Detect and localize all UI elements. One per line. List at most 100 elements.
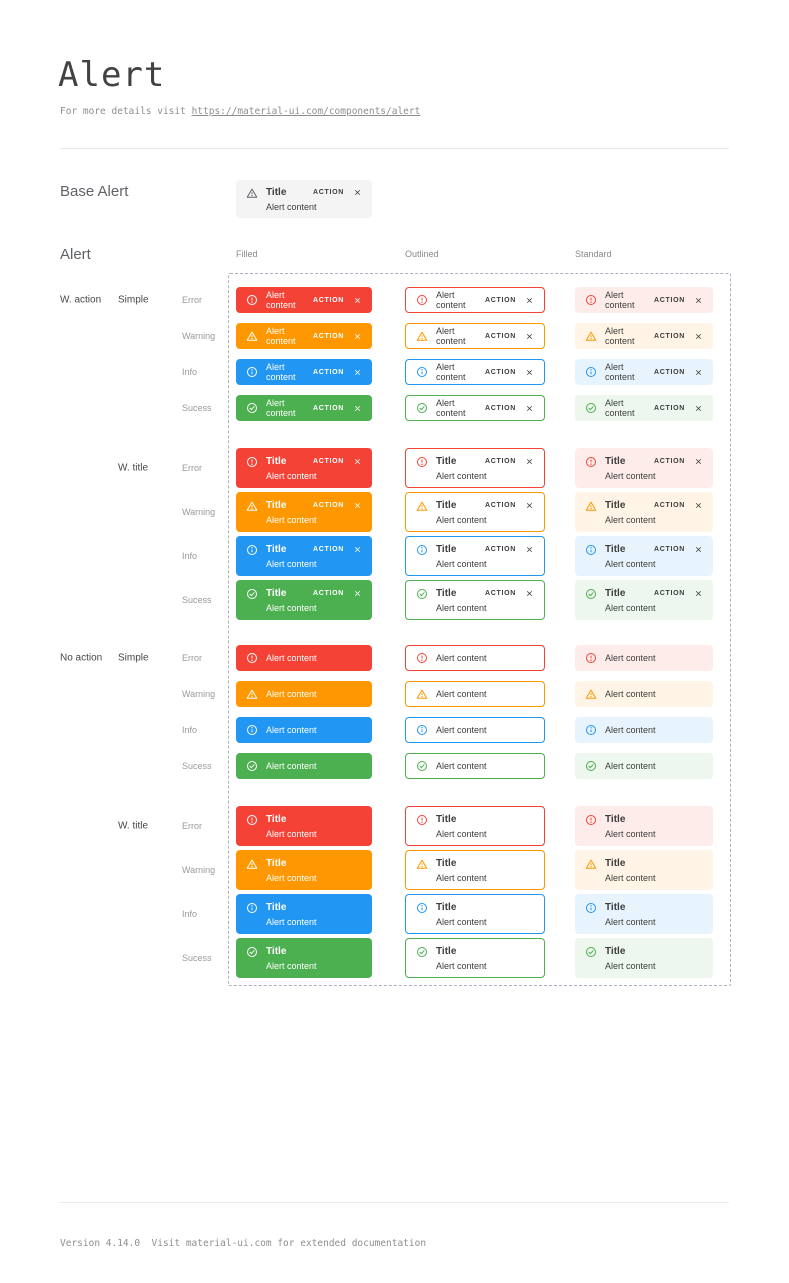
- action-button[interactable]: ACTION: [653, 404, 685, 412]
- action-button[interactable]: ACTION: [312, 546, 344, 553]
- info-icon: [417, 367, 427, 377]
- action-button[interactable]: ACTION: [484, 590, 516, 597]
- close-icon[interactable]: [525, 457, 534, 466]
- close-icon[interactable]: [694, 296, 703, 305]
- close-icon[interactable]: [353, 501, 362, 510]
- action-button[interactable]: ACTION: [653, 546, 685, 553]
- action-button[interactable]: ACTION: [312, 404, 344, 412]
- action-button[interactable]: ACTION: [484, 404, 516, 412]
- close-icon[interactable]: [525, 368, 534, 377]
- action-button[interactable]: ACTION: [312, 189, 344, 196]
- error-icon: [586, 456, 596, 467]
- action-button[interactable]: ACTION: [653, 502, 685, 509]
- warning-icon: [585, 859, 597, 869]
- alert-filled-error: Alert content ACTION: [236, 287, 372, 313]
- close-icon[interactable]: [694, 457, 703, 466]
- close-icon[interactable]: [525, 545, 534, 554]
- action-button[interactable]: ACTION: [312, 296, 344, 304]
- row-label-group: W. action: [60, 294, 102, 306]
- alert-title: Title: [436, 544, 457, 555]
- action-button[interactable]: ACTION: [484, 546, 516, 553]
- close-icon[interactable]: [694, 368, 703, 377]
- alert-content: Alert content: [266, 828, 317, 839]
- alert-standard-info: Alert content ACTION: [575, 359, 713, 385]
- action-button[interactable]: ACTION: [653, 590, 685, 597]
- close-icon[interactable]: [353, 188, 362, 197]
- alert-title: Title: [605, 814, 626, 825]
- error-icon: [417, 295, 427, 305]
- alert-content: Alert content: [436, 828, 487, 839]
- warning-icon: [585, 331, 597, 341]
- footer-text: Version 4.14.0 Visit material-ui.com for…: [60, 1238, 427, 1249]
- row-label-severity: Warning: [182, 689, 216, 699]
- action-button[interactable]: ACTION: [312, 502, 344, 509]
- info-icon: [586, 725, 596, 735]
- action-button[interactable]: ACTION: [484, 458, 516, 465]
- success-icon: [586, 588, 596, 599]
- alert-title: Title: [266, 588, 287, 599]
- close-icon[interactable]: [525, 332, 534, 341]
- close-icon[interactable]: [525, 404, 534, 413]
- action-button[interactable]: ACTION: [653, 368, 685, 376]
- alert-content: Alert content: [266, 326, 296, 346]
- info-icon: [247, 902, 257, 913]
- alert-content: Alert content: [266, 398, 296, 418]
- alert-standard-warning: Alert content: [575, 681, 713, 707]
- action-button[interactable]: ACTION: [312, 458, 344, 465]
- row-label-severity: Error: [182, 821, 202, 831]
- success-icon: [247, 588, 257, 599]
- page-subtitle: For more details visit https://material-…: [60, 106, 420, 117]
- variants-bounding-box: [228, 273, 731, 986]
- action-button[interactable]: ACTION: [484, 332, 516, 340]
- row-label-severity: Info: [182, 725, 198, 735]
- close-icon[interactable]: [353, 589, 362, 598]
- alert-title: Title: [436, 588, 457, 599]
- warning-icon: [585, 689, 597, 699]
- action-button[interactable]: ACTION: [484, 502, 516, 509]
- close-icon[interactable]: [525, 589, 534, 598]
- close-icon[interactable]: [525, 296, 534, 305]
- alert-content: Alert content: [266, 514, 317, 525]
- alert-title: Title: [436, 500, 457, 511]
- action-button[interactable]: ACTION: [312, 590, 344, 597]
- close-icon[interactable]: [694, 589, 703, 598]
- alert-title: Title: [266, 946, 287, 957]
- alert-content: Alert content: [605, 362, 635, 382]
- alert-outlined-warning: Title ACTION Alert content: [405, 492, 545, 532]
- action-button[interactable]: ACTION: [312, 368, 344, 376]
- close-icon[interactable]: [353, 368, 362, 377]
- header-divider: [60, 148, 729, 149]
- subtitle-text: For more details visit: [60, 106, 192, 117]
- action-button[interactable]: ACTION: [653, 332, 685, 340]
- close-icon[interactable]: [353, 404, 362, 413]
- close-icon[interactable]: [694, 501, 703, 510]
- action-button[interactable]: ACTION: [484, 296, 516, 304]
- alert-standard-error: Title ACTION Alert content: [575, 448, 713, 488]
- column-header-standard: Standard: [575, 249, 612, 259]
- close-icon[interactable]: [353, 545, 362, 554]
- info-icon: [247, 544, 257, 555]
- success-icon: [586, 946, 596, 957]
- close-icon[interactable]: [525, 501, 534, 510]
- alert-content: Alert content: [266, 960, 317, 971]
- close-icon[interactable]: [353, 457, 362, 466]
- action-button[interactable]: ACTION: [484, 368, 516, 376]
- success-icon: [247, 403, 257, 413]
- docs-link[interactable]: https://material-ui.com/components/alert: [191, 106, 421, 117]
- close-icon[interactable]: [694, 404, 703, 413]
- info-icon: [247, 367, 257, 377]
- action-button[interactable]: ACTION: [653, 296, 685, 304]
- close-icon[interactable]: [353, 332, 362, 341]
- alert-content: Alert content: [266, 602, 317, 613]
- close-icon[interactable]: [353, 296, 362, 305]
- alert-title: Title: [605, 858, 626, 869]
- action-button[interactable]: ACTION: [653, 458, 685, 465]
- alert-standard-info: Alert content: [575, 717, 713, 743]
- page-title: Alert: [58, 55, 166, 95]
- alert-content: Alert content: [436, 470, 487, 481]
- close-icon[interactable]: [694, 545, 703, 554]
- alert-title: Title: [266, 814, 287, 825]
- action-button[interactable]: ACTION: [312, 332, 344, 340]
- close-icon[interactable]: [694, 332, 703, 341]
